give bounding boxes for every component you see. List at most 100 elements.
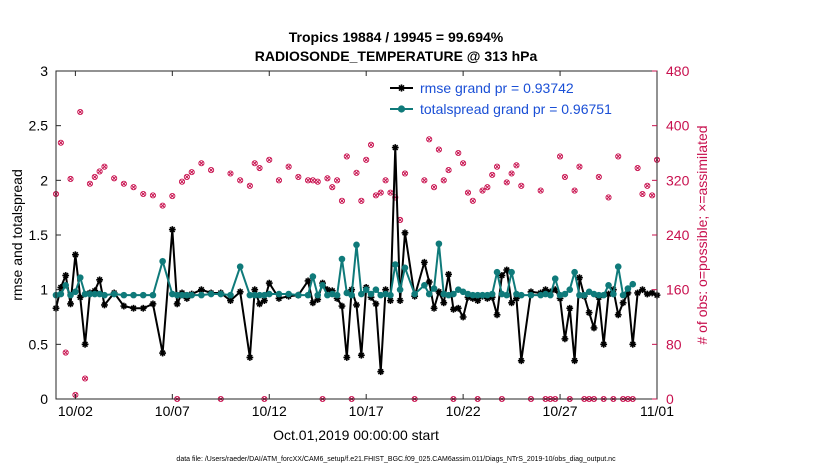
obs-possible-point <box>343 153 350 160</box>
rmse-point <box>454 304 462 312</box>
obs-assimilated-point <box>286 164 291 169</box>
obs-possible-point <box>314 178 321 185</box>
totalspread-point <box>159 257 166 265</box>
rmse-point <box>246 354 254 361</box>
rmse-point <box>265 279 273 287</box>
totalspread-point <box>188 291 196 299</box>
totalspread-point <box>614 263 622 271</box>
totalspread-point <box>198 291 205 299</box>
rmse-point <box>309 299 317 307</box>
obs-assimilated-point <box>557 154 563 159</box>
x-tick-label: 10/27 <box>543 403 578 419</box>
rmse-point <box>149 300 157 308</box>
totalspread-point <box>396 286 404 293</box>
totalspread-point <box>265 290 273 298</box>
obs-assimilated-point <box>150 193 156 198</box>
obs-assimilated-point <box>310 178 316 183</box>
rmse-point <box>561 335 569 343</box>
x-tick-label: 11/01 <box>640 403 674 419</box>
y-right-tick-label: 0 <box>666 391 674 407</box>
totalspread-point <box>149 291 157 299</box>
obs-possible-point <box>576 163 583 170</box>
obs-assimilated-point <box>359 198 364 204</box>
obs-assimilated-point <box>237 178 243 183</box>
obs-possible-point <box>401 170 409 177</box>
rmse-point <box>76 293 84 301</box>
obs-possible-point <box>503 179 510 186</box>
obs-assimilated-point <box>228 171 233 176</box>
totalspread-point <box>411 290 418 298</box>
x-tick-label: 10/22 <box>446 403 481 419</box>
obs-assimilated-point <box>58 140 64 146</box>
obs-possible-point <box>561 173 568 180</box>
obs-possible-point <box>421 177 428 184</box>
rmse-point <box>614 311 622 319</box>
obs-assimilated-point <box>519 183 524 189</box>
totalspread-point <box>372 286 380 293</box>
obs-possible-point <box>605 194 612 201</box>
totalspread-point <box>295 291 302 299</box>
obs-assimilated-point <box>577 164 582 169</box>
obs-assimilated-point <box>179 179 185 184</box>
x-axis-label: Oct.01,2019 00:00:00 start <box>273 427 439 443</box>
obs-possible-point <box>96 168 103 175</box>
rmse-point <box>445 270 452 278</box>
rmse-point <box>503 266 511 274</box>
obs-assimilated-point <box>649 193 655 198</box>
obs-assimilated-point <box>82 376 88 381</box>
obs-assimilated-point <box>456 150 461 156</box>
obs-assimilated-point <box>572 188 577 193</box>
obs-assimilated-point <box>489 172 495 178</box>
legend-marker-rmse <box>397 84 406 92</box>
chart-title: Tropics 19884 / 19945 = 99.694% <box>289 29 504 45</box>
rmse-point <box>71 251 79 259</box>
y-left-tick-label: 0 <box>40 391 48 407</box>
obs-possible-point <box>266 156 273 163</box>
rmse-point <box>634 289 642 297</box>
totalspread-point <box>527 291 535 299</box>
totalspread-point <box>551 275 559 283</box>
obs-assimilated-point <box>431 184 437 190</box>
rmse-point <box>600 340 608 348</box>
totalspread-point <box>580 291 588 299</box>
y-right-tick-label: 400 <box>666 118 690 134</box>
plot-frame <box>55 70 658 400</box>
obs-assimilated-point <box>87 181 93 187</box>
obs-possible-point <box>363 156 370 163</box>
obs-assimilated-point <box>615 154 621 159</box>
totalspread-point <box>333 291 341 299</box>
obs-possible-point <box>285 163 292 170</box>
rmse-point <box>585 309 593 317</box>
obs-possible-point <box>455 149 462 157</box>
obs-possible-point <box>188 169 195 176</box>
obs-possible-point <box>649 192 656 199</box>
totalspread-point <box>256 291 263 299</box>
obs-assimilated-point <box>296 174 301 180</box>
totalspread-point <box>62 281 69 289</box>
rmse-point <box>498 272 506 279</box>
totalspread-point <box>508 268 515 276</box>
obs-assimilated-point <box>97 169 102 174</box>
obs-assimilated-point <box>160 203 165 208</box>
rmse-point <box>338 302 346 310</box>
obs-assimilated-point <box>257 165 262 171</box>
obs-possible-point <box>615 153 622 160</box>
totalspread-point <box>387 291 394 299</box>
obs-assimilated-point <box>325 176 330 181</box>
rmse-point <box>401 229 409 237</box>
y-axis-left-label: rmse and totalspread <box>9 169 25 301</box>
rmse-point <box>639 286 646 294</box>
obs-possible-point <box>159 202 166 209</box>
totalspread-point <box>227 291 234 299</box>
obs-assimilated-point <box>446 167 451 173</box>
rmse-point <box>139 304 147 312</box>
totalspread-point <box>91 290 99 298</box>
obs-assimilated-point <box>354 170 359 176</box>
obs-assimilated-point <box>68 176 73 182</box>
obs-assimilated-point <box>635 165 640 171</box>
rmse-point <box>62 272 70 279</box>
obs-possible-point <box>353 169 360 176</box>
totalspread-point <box>217 290 225 298</box>
obs-possible-point <box>595 173 602 180</box>
obs-assimilated-point <box>339 198 345 204</box>
